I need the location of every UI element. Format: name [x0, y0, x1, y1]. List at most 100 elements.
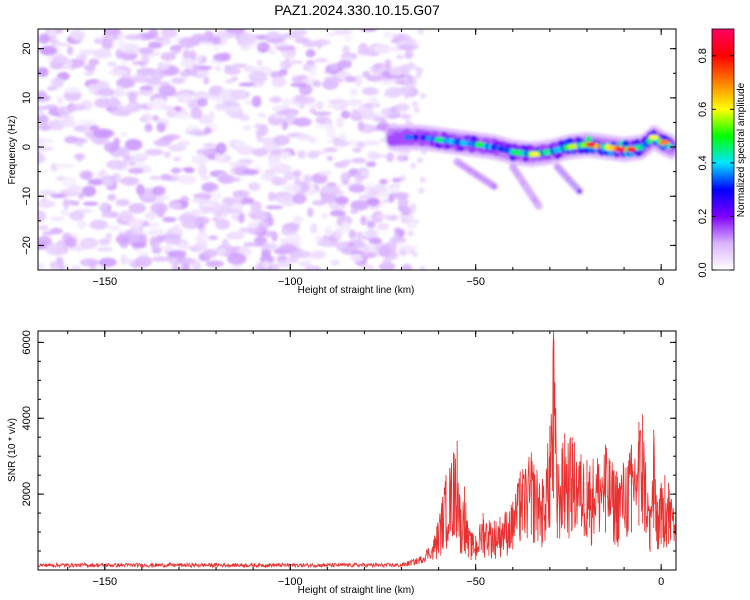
heatmap-cell	[298, 103, 306, 109]
heatmap-cell	[177, 113, 194, 120]
heatmap-cell	[242, 124, 251, 131]
heatmap-cell	[293, 117, 312, 127]
heatmap-cell	[282, 200, 292, 206]
heatmap-cell	[87, 178, 106, 186]
heatmap-cell	[341, 159, 352, 166]
heatmap-cell	[56, 106, 72, 116]
heatmap-cell	[127, 92, 138, 103]
heatmap-cell	[163, 151, 171, 159]
heatmap-cell	[193, 216, 210, 225]
heatmap-cell	[659, 139, 670, 145]
heatmap-cell	[492, 184, 497, 189]
heatmap-cell	[38, 105, 49, 111]
heatmap-cell	[262, 260, 270, 270]
heatmap-cell	[231, 63, 248, 68]
heatmap-cell	[357, 48, 373, 56]
heatmap-cell	[190, 107, 203, 120]
heatmap-cell	[391, 87, 412, 95]
heatmap-cell	[290, 60, 304, 65]
heatmap-cell	[178, 213, 196, 223]
heatmap-cell	[250, 200, 262, 213]
heatmap-cell	[320, 192, 338, 204]
heatmap-cell	[144, 123, 153, 133]
heatmap-cell	[403, 77, 410, 84]
heatmap-cell	[60, 114, 75, 122]
heatmap-cell	[400, 250, 407, 257]
heatmap-cell	[615, 147, 626, 152]
heatmap-cell	[242, 169, 259, 175]
heatmap-cell	[308, 266, 317, 270]
figure-title: PAZ1.2024.330.10.15.G07	[274, 2, 440, 18]
heatmap-cell	[38, 137, 48, 144]
heatmap-cell	[342, 45, 350, 54]
heatmap-cell	[368, 237, 382, 245]
heatmap-cell	[101, 178, 114, 187]
heatmap-cell	[62, 200, 80, 205]
heatmap-cell	[56, 95, 64, 105]
heatmap-cell	[294, 176, 301, 185]
heatmap-cell	[412, 134, 419, 141]
heatmap-cell	[329, 210, 346, 217]
heatmap-cell	[362, 70, 371, 79]
heatmap-cell	[136, 250, 149, 257]
heatmap-cell	[106, 159, 127, 170]
heatmap-cell	[216, 248, 226, 255]
heatmap-cell	[97, 87, 115, 97]
heatmap-cell	[626, 147, 637, 152]
heatmap-cell	[38, 189, 57, 196]
heatmap-x-tick-label: −150	[92, 276, 117, 288]
heatmap-cell	[350, 199, 370, 211]
heatmap-cell	[103, 141, 119, 153]
heatmap-cell	[306, 59, 316, 65]
heatmap-cell	[354, 74, 363, 87]
heatmap-cell	[406, 220, 417, 230]
heatmap-cell	[207, 110, 215, 123]
heatmap-cell	[299, 96, 316, 104]
heatmap-cell	[84, 70, 94, 76]
heatmap-cell	[383, 31, 396, 39]
heatmap-cell	[69, 103, 86, 111]
heatmap-cell	[87, 83, 97, 94]
heatmap-cell	[78, 48, 98, 55]
heatmap-cell	[367, 153, 387, 159]
heatmap-cell	[80, 237, 99, 250]
heatmap-cell	[129, 153, 149, 159]
heatmap-cell	[171, 224, 182, 237]
heatmap-cell	[366, 220, 376, 229]
heatmap-cell	[48, 39, 60, 44]
heatmap-cell	[349, 88, 358, 97]
heatmap-cell	[292, 193, 307, 205]
heatmap-cell	[413, 107, 420, 114]
heatmap-cell	[128, 202, 147, 214]
heatmap-cell	[221, 238, 230, 251]
heatmap-cell	[115, 198, 130, 207]
heatmap-cell	[283, 97, 290, 109]
heatmap-cell	[184, 167, 195, 174]
heatmap-cell	[577, 189, 582, 194]
snr-x-tick-label: −150	[92, 576, 117, 588]
heatmap-cell	[375, 214, 393, 219]
heatmap-cell	[360, 170, 369, 177]
heatmap-cell	[410, 207, 417, 214]
heatmap-cell	[205, 260, 224, 268]
heatmap-cell	[174, 105, 182, 112]
heatmap-cell	[373, 63, 384, 69]
heatmap-cell	[382, 257, 392, 265]
heatmap-cell	[202, 248, 218, 258]
heatmap-cell	[154, 36, 165, 41]
heatmap-cell	[39, 45, 58, 56]
heatmap-cell	[400, 217, 407, 224]
heatmap-cell	[419, 265, 426, 270]
heatmap-cell	[366, 75, 383, 82]
heatmap-cell	[326, 131, 337, 138]
heatmap-cell	[171, 77, 186, 85]
heatmap-cell	[48, 29, 57, 38]
heatmap-cell	[231, 76, 239, 82]
heatmap-cell	[391, 177, 403, 183]
heatmap-cell	[223, 67, 241, 75]
heatmap-x-tick-label: −50	[466, 276, 485, 288]
heatmap-cell	[120, 131, 128, 138]
heatmap-cell	[207, 35, 221, 42]
heatmap-cell	[271, 177, 288, 186]
heatmap-cell	[364, 186, 371, 198]
